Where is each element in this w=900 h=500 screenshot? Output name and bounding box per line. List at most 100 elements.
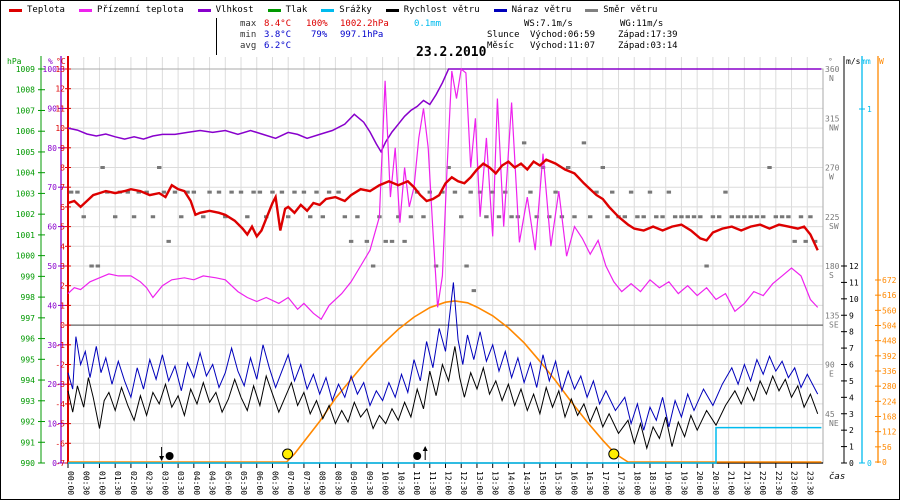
svg-text:-7: -7 bbox=[55, 459, 65, 468]
svg-text:1001: 1001 bbox=[16, 231, 35, 240]
svg-text:30: 30 bbox=[47, 341, 57, 350]
svg-text:90: 90 bbox=[825, 361, 835, 370]
series-ground-temperature bbox=[67, 67, 819, 321]
svg-text:22:00: 22:00 bbox=[758, 471, 767, 495]
svg-text:23:30: 23:30 bbox=[805, 471, 814, 495]
svg-text:60: 60 bbox=[47, 223, 57, 232]
svg-text:10: 10 bbox=[849, 295, 859, 304]
stat-min-temp: 3.8°C bbox=[264, 30, 292, 40]
svg-text:70: 70 bbox=[47, 183, 57, 192]
legend-swatch-icon bbox=[197, 8, 211, 12]
svg-text:10: 10 bbox=[47, 420, 57, 429]
svg-text:0: 0 bbox=[867, 459, 872, 468]
svg-text:1: 1 bbox=[849, 443, 854, 452]
legend-label: Přízemní teplota bbox=[96, 5, 184, 15]
sunrise-time: Východ:06:59 bbox=[530, 30, 596, 40]
svg-text:994: 994 bbox=[21, 376, 36, 385]
svg-text:3: 3 bbox=[60, 262, 65, 271]
svg-text:05:00: 05:00 bbox=[223, 471, 232, 495]
svg-text:991: 991 bbox=[21, 438, 36, 447]
svg-text:168: 168 bbox=[882, 413, 897, 422]
svg-text:02:30: 02:30 bbox=[145, 471, 154, 495]
svg-text:672: 672 bbox=[882, 276, 897, 285]
svg-text:01:00: 01:00 bbox=[97, 471, 106, 495]
svg-text:23:00: 23:00 bbox=[790, 471, 799, 495]
astro-markers bbox=[159, 446, 620, 461]
svg-text:0: 0 bbox=[849, 459, 854, 468]
svg-text:-5: -5 bbox=[55, 420, 65, 429]
svg-text:4: 4 bbox=[849, 393, 854, 402]
stat-min-humidity: 79% bbox=[311, 30, 328, 40]
stat-wind-gust: WG:11m/s bbox=[620, 19, 664, 29]
svg-text:04:00: 04:00 bbox=[192, 471, 201, 495]
stat-avg-label: avg bbox=[240, 41, 257, 51]
legend-swatch-icon bbox=[78, 8, 92, 12]
svg-text:997: 997 bbox=[21, 314, 36, 323]
svg-text:993: 993 bbox=[21, 397, 36, 406]
svg-text:15:30: 15:30 bbox=[554, 471, 563, 495]
legend-swatch-icon bbox=[9, 8, 22, 12]
series-wind-gust bbox=[67, 282, 819, 431]
header-separator bbox=[216, 18, 217, 55]
svg-text:03:00: 03:00 bbox=[160, 471, 169, 495]
legend-item-0: Teplota bbox=[9, 5, 65, 15]
svg-text:0: 0 bbox=[60, 321, 65, 330]
svg-text:10:00: 10:00 bbox=[381, 471, 390, 495]
svg-text:09:30: 09:30 bbox=[365, 471, 374, 495]
svg-text:8: 8 bbox=[849, 328, 854, 337]
stat-max-pressure: 1002.2hPa bbox=[340, 19, 389, 29]
svg-text:00:30: 00:30 bbox=[82, 471, 91, 495]
legend-item-3: Tlak bbox=[267, 5, 307, 15]
stat-min-label: min bbox=[240, 30, 257, 40]
svg-text:13:00: 13:00 bbox=[475, 471, 484, 495]
svg-text:8: 8 bbox=[60, 164, 65, 173]
svg-text:21:00: 21:00 bbox=[727, 471, 736, 495]
svg-text:5: 5 bbox=[849, 377, 854, 386]
svg-text:280: 280 bbox=[882, 382, 897, 391]
svg-text:SE: SE bbox=[829, 320, 839, 329]
svg-text:999: 999 bbox=[21, 272, 36, 281]
svg-text:22:30: 22:30 bbox=[774, 471, 783, 495]
svg-text:1005: 1005 bbox=[16, 148, 35, 157]
svg-text:7: 7 bbox=[849, 344, 854, 353]
moon-rise-marker bbox=[413, 452, 422, 460]
svg-text:07:30: 07:30 bbox=[302, 471, 311, 495]
svg-text:02:00: 02:00 bbox=[129, 471, 138, 495]
svg-text:14:00: 14:00 bbox=[506, 471, 515, 495]
sunset-time: Západ:17:39 bbox=[618, 30, 678, 40]
legend-label: Srážky bbox=[339, 5, 372, 15]
moonrise-time: Východ:11:07 bbox=[530, 41, 596, 51]
svg-text:07:00: 07:00 bbox=[286, 471, 295, 495]
sun-label: Slunce bbox=[487, 30, 520, 40]
svg-text:180: 180 bbox=[825, 262, 840, 271]
svg-text:19:30: 19:30 bbox=[679, 471, 688, 495]
svg-text:1004: 1004 bbox=[16, 169, 35, 178]
svg-text:112: 112 bbox=[882, 428, 897, 437]
svg-text:1006: 1006 bbox=[16, 127, 35, 136]
svg-text:998: 998 bbox=[21, 293, 36, 302]
svg-text:3: 3 bbox=[849, 410, 854, 419]
legend-swatch-icon bbox=[585, 8, 599, 12]
svg-text:-6: -6 bbox=[55, 439, 65, 448]
axis-label-celsius: °C bbox=[56, 57, 66, 66]
legend-item-4: Srážky bbox=[321, 5, 372, 15]
stat-max-rain: 0.1mm bbox=[414, 19, 442, 29]
legend-swatch-icon bbox=[321, 8, 335, 12]
svg-text:12: 12 bbox=[849, 262, 859, 271]
legend-item-2: Vlhkost bbox=[197, 5, 254, 15]
series-pressure bbox=[67, 159, 819, 251]
svg-text:13: 13 bbox=[55, 65, 65, 74]
svg-text:9: 9 bbox=[60, 144, 65, 153]
svg-text:09:00: 09:00 bbox=[349, 471, 358, 495]
svg-text:13:30: 13:30 bbox=[491, 471, 500, 495]
legend-label: Rychlost větru bbox=[403, 5, 480, 15]
svg-text:12:00: 12:00 bbox=[444, 471, 453, 495]
moonset-time: Západ:03:14 bbox=[618, 41, 678, 51]
svg-text:19:00: 19:00 bbox=[664, 471, 673, 495]
legend-swatch-icon bbox=[493, 8, 507, 12]
legend: Teplota Přízemní teplota Vlhkost Tlak Srážky… bbox=[9, 5, 671, 15]
svg-text:6: 6 bbox=[60, 203, 65, 212]
sunset-marker bbox=[608, 448, 620, 460]
svg-text:992: 992 bbox=[21, 418, 36, 427]
